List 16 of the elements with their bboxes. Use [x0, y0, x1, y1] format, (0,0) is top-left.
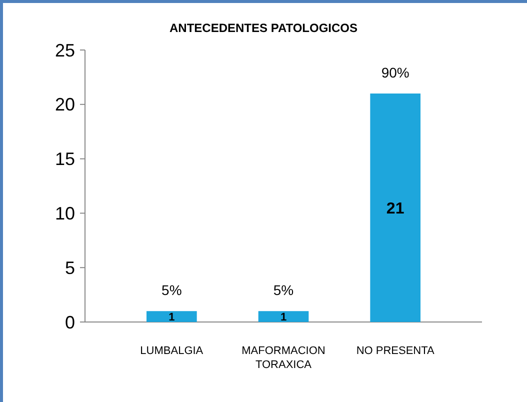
annotation: 5% [273, 282, 294, 298]
x-tick-label: MAFORMACION TORAXICA [242, 345, 326, 371]
y-tick-label: 10 [54, 204, 75, 224]
annotation: 5% [162, 282, 182, 298]
data-label: 1 [280, 311, 287, 324]
x-tick-label: NO PRESENTA [356, 345, 436, 357]
y-tick-label: 5 [64, 258, 75, 278]
y-tick-label: 25 [54, 40, 75, 60]
x-tick-label: LUMBALGIA [140, 345, 204, 357]
chart-title: ANTECEDENTES PATOLOGICOS [169, 21, 358, 35]
data-label: 1 [168, 311, 175, 324]
data-label: 21 [386, 200, 404, 218]
annotation: 90% [381, 64, 410, 81]
y-tick-label: 0 [64, 312, 75, 332]
y-tick-label: 20 [54, 94, 75, 115]
y-tick-label: 15 [54, 149, 75, 170]
